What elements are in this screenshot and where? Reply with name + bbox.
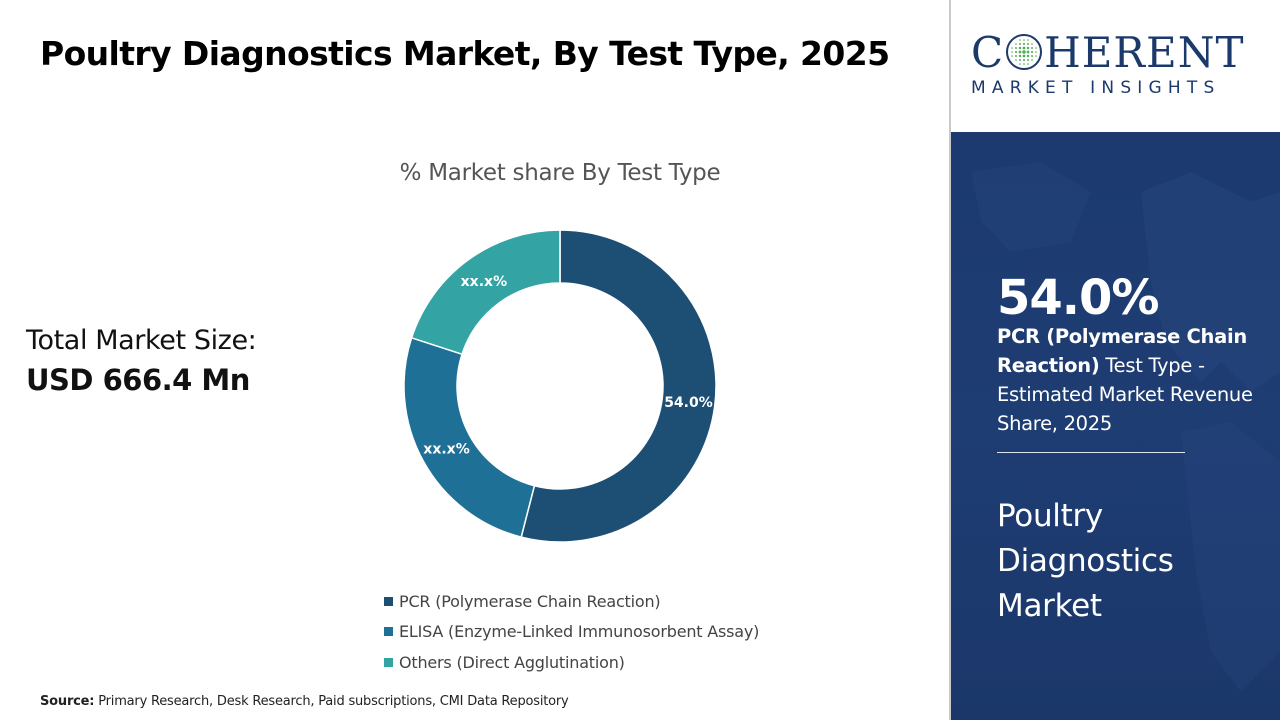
logo-subtitle: MARKET INSIGHTS: [971, 78, 1221, 98]
highlight-segment-rest: Test Type - Estimated Market Revenue Sha…: [997, 354, 1253, 435]
total-market-size-label: Total Market Size:: [26, 325, 257, 356]
legend-label: PCR (Polymerase Chain Reaction): [399, 591, 661, 611]
highlight-panel: 54.0% PCR (Polymerase Chain Reaction) Te…: [951, 132, 1280, 720]
donut-data-label-3: xx.x%: [461, 274, 507, 290]
legend-swatch: [384, 657, 393, 667]
globe-dots-icon: [1006, 34, 1043, 70]
legend-item-3: Others (Direct Agglutination): [384, 647, 759, 678]
chart-area: [0, 0, 949, 720]
highlight-description: PCR (Polymerase Chain Reaction) Test Typ…: [997, 322, 1267, 438]
donut-data-label-2: xx.x%: [423, 441, 469, 457]
company-logo: C HERENT MARKET INSIGHTS: [951, 0, 1280, 132]
highlight-percent: 54.0%: [997, 270, 1160, 326]
logo-letters-herent: HERENT: [1044, 28, 1245, 77]
legend-swatch: [384, 627, 393, 637]
legend-swatch: [384, 596, 393, 606]
total-market-size-value: USD 666.4 Mn: [26, 363, 250, 397]
page-title: Poultry Diagnostics Market, By Test Type…: [40, 34, 890, 73]
legend-item-2: ELISA (Enzyme-Linked Immunosorbent Assay…: [384, 617, 759, 648]
source-text: Primary Research, Desk Research, Paid su…: [94, 694, 569, 709]
logo-wordmark: C HERENT: [971, 30, 1244, 76]
donut-slice-2: [403, 336, 536, 539]
panel-divider-line: [997, 452, 1185, 453]
donut-data-label-1: 54.0%: [664, 395, 713, 411]
highlight-segment: PCR (Polymerase Chain Reaction): [997, 325, 1247, 377]
chart-title: % Market share By Test Type: [399, 160, 721, 186]
legend-item-1: PCR (Polymerase Chain Reaction): [384, 586, 759, 617]
source-label: Source:: [40, 694, 95, 709]
market-name: Poultry Diagnostics Market: [997, 498, 1174, 624]
chart-legend: PCR (Polymerase Chain Reaction) ELISA (En…: [384, 586, 759, 678]
legend-label: ELISA (Enzyme-Linked Immunosorbent Assay…: [399, 622, 760, 642]
panel-divider: [949, 0, 951, 720]
map-background-decoration: [971, 162, 1280, 692]
legend-label: Others (Direct Agglutination): [399, 652, 625, 672]
donut-slice-3: [410, 229, 561, 356]
logo-letter-c: C: [971, 28, 1005, 77]
donut-slice-1: [520, 229, 717, 543]
donut-chart: 54.0% xx.x% xx.x%: [403, 229, 717, 543]
source-note: Source: Primary Research, Desk Research,…: [40, 694, 569, 709]
